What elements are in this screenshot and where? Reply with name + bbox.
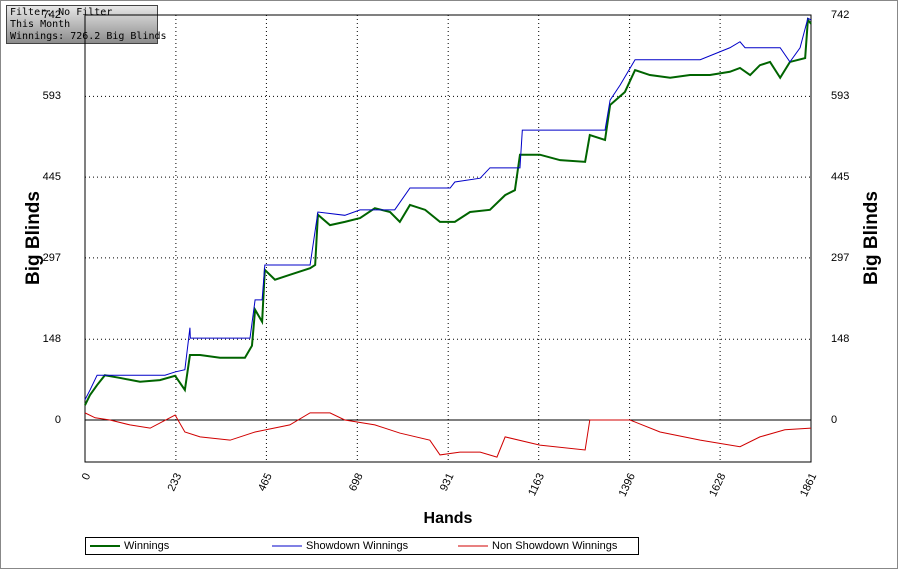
y2-tick-label: 742 (831, 9, 849, 21)
y-tick-label: 742 (43, 9, 61, 21)
info-bg (6, 5, 158, 44)
info-box: Filter: No Filter This Month Winnings: 7… (6, 5, 167, 44)
y-tick-label: 593 (43, 90, 61, 102)
x-tick-label: 0 (80, 471, 93, 482)
y2-tick-label: 593 (831, 90, 849, 102)
y-tick-label: 445 (43, 171, 61, 183)
legend-label: Showdown Winnings (306, 540, 409, 552)
y2-tick-label: 0 (831, 414, 837, 426)
series-line (84, 17, 812, 406)
y2-axis-title: Big Blinds (861, 191, 882, 285)
y-tick-label: 148 (43, 333, 61, 345)
y2-tick-label: 148 (831, 333, 849, 345)
info-winnings: Winnings: 726.2 Big Blinds (10, 31, 167, 42)
y2-tick-label: 445 (831, 171, 849, 183)
legend-label: Non Showdown Winnings (492, 540, 618, 552)
info-period: This Month (10, 19, 70, 30)
y2-tick-label: 297 (831, 252, 849, 264)
y-axis-title: Big Blinds (23, 191, 44, 285)
series-line (84, 412, 812, 458)
x-axis-title: Hands (424, 510, 473, 527)
y-tick-label: 0 (55, 414, 61, 426)
series-line (84, 17, 812, 401)
info-filter: Filter: No Filter (10, 7, 112, 18)
legend-label: Winnings (124, 540, 170, 552)
y-tick-label: 297 (43, 252, 61, 264)
legend-box (85, 537, 639, 555)
